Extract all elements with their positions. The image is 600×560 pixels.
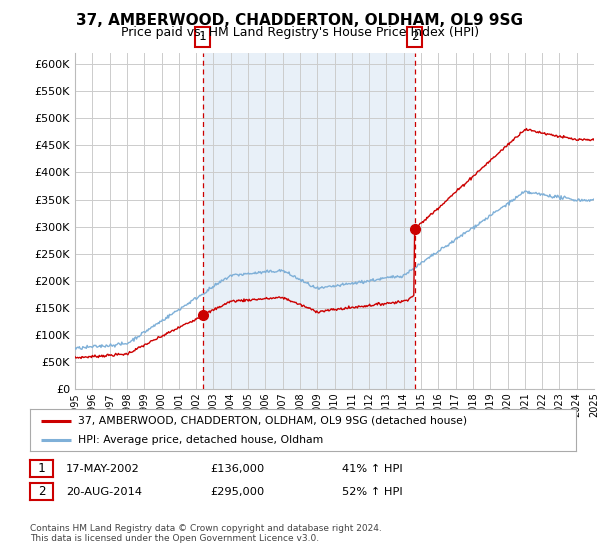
Text: 37, AMBERWOOD, CHADDERTON, OLDHAM, OL9 9SG: 37, AMBERWOOD, CHADDERTON, OLDHAM, OL9 9… [77, 13, 523, 28]
Bar [203, 53, 415, 389]
Text: 2: 2 [38, 485, 45, 498]
Text: 52% ↑ HPI: 52% ↑ HPI [342, 487, 403, 497]
Text: 1: 1 [199, 30, 206, 43]
Text: 17-MAY-2002: 17-MAY-2002 [66, 464, 140, 474]
Text: Contains HM Land Registry data © Crown copyright and database right 2024.
This d: Contains HM Land Registry data © Crown c… [30, 524, 382, 543]
Text: 20-AUG-2014: 20-AUG-2014 [66, 487, 142, 497]
Text: Price paid vs. HM Land Registry's House Price Index (HPI): Price paid vs. HM Land Registry's House … [121, 26, 479, 39]
Text: £136,000: £136,000 [210, 464, 264, 474]
Text: HPI: Average price, detached house, Oldham: HPI: Average price, detached house, Oldh… [78, 435, 323, 445]
Text: £295,000: £295,000 [210, 487, 264, 497]
Text: 2: 2 [411, 30, 418, 43]
Text: 1: 1 [38, 462, 45, 475]
Text: 37, AMBERWOOD, CHADDERTON, OLDHAM, OL9 9SG (detached house): 37, AMBERWOOD, CHADDERTON, OLDHAM, OL9 9… [78, 416, 467, 426]
Text: 41% ↑ HPI: 41% ↑ HPI [342, 464, 403, 474]
